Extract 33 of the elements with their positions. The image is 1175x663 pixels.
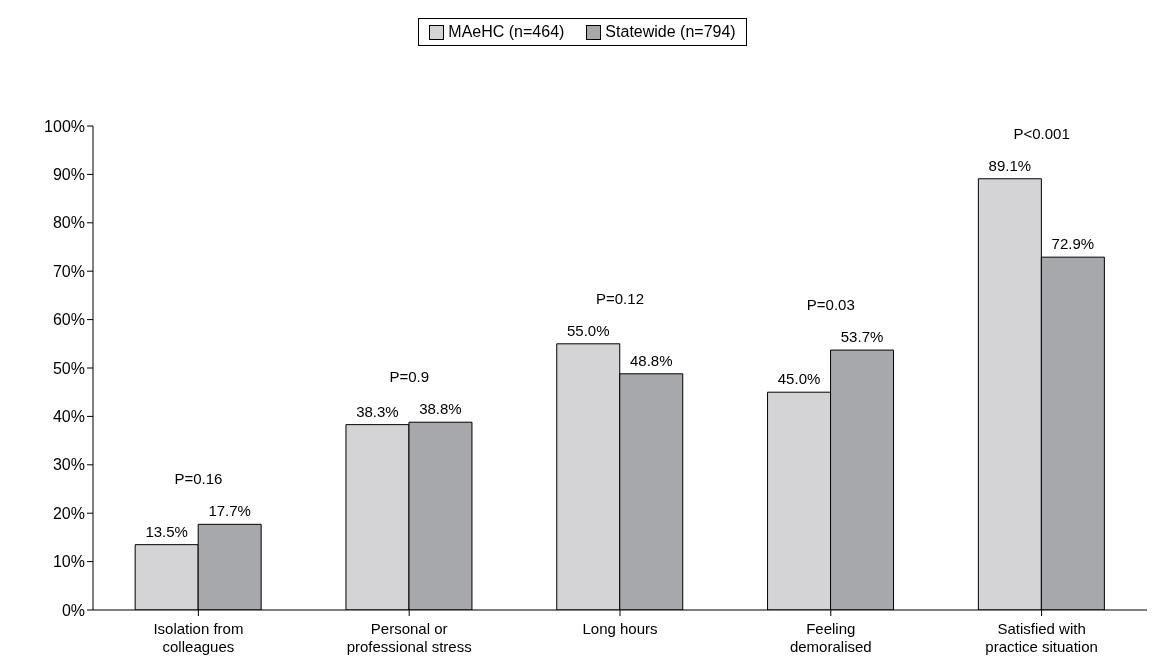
- y-tick-label: 30%: [52, 456, 85, 474]
- y-tick-label: 90%: [52, 166, 85, 184]
- data-label: 72.9%: [1051, 235, 1095, 253]
- data-label: 45.0%: [777, 370, 821, 388]
- y-tick-label: 0%: [61, 601, 85, 619]
- x-tick-label: Feeling demoralised: [789, 620, 872, 655]
- data-label: 13.5%: [145, 522, 188, 540]
- x-tick-label: Personal or professional stress: [346, 620, 472, 655]
- data-label: 48.8%: [629, 351, 673, 369]
- annotation: P<0.001: [1013, 124, 1070, 142]
- annotation: P=0.12: [596, 289, 644, 307]
- data-label: 38.3%: [356, 402, 399, 420]
- y-tick-label: 20%: [52, 504, 85, 522]
- annotation: P=0.9: [389, 368, 430, 386]
- y-tick-label: 10%: [52, 553, 85, 571]
- annotation: P=0.03: [806, 296, 855, 314]
- y-tick-label: 70%: [52, 262, 85, 280]
- data-label: 17.7%: [208, 502, 251, 520]
- y-tick-label: 40%: [52, 408, 85, 426]
- y-tick-label: 60%: [52, 311, 85, 329]
- y-tick-label: 80%: [52, 214, 85, 232]
- data-label: 55.0%: [566, 321, 610, 339]
- x-tick-label: Isolation from colleagues: [153, 620, 244, 655]
- data-label: 38.8%: [419, 400, 462, 418]
- y-tick-label: 100%: [44, 117, 85, 135]
- legend-label: MAeHC (n=464): [447, 23, 565, 41]
- y-tick-label: 50%: [52, 359, 85, 377]
- legend-label: Statewide (n=794): [604, 23, 736, 41]
- x-tick-label: Long hours: [582, 620, 658, 637]
- annotation: P=0.16: [174, 470, 223, 488]
- data-label: 53.7%: [840, 328, 884, 346]
- data-label: 89.1%: [988, 156, 1032, 174]
- x-tick-label: Satisfied with practice situation: [985, 620, 1098, 655]
